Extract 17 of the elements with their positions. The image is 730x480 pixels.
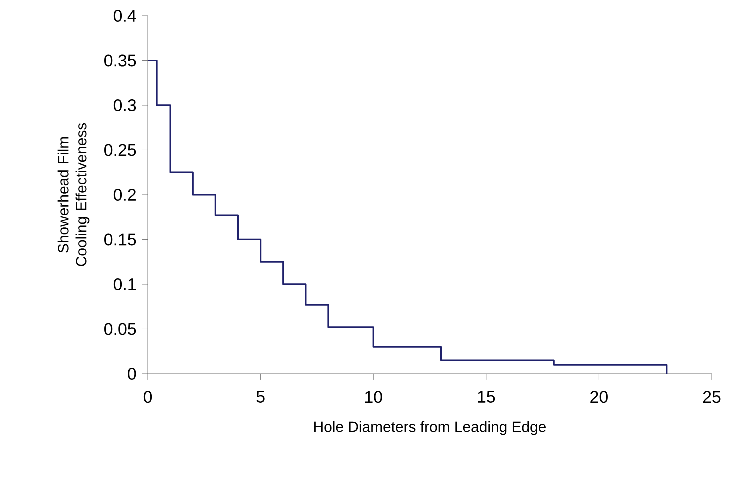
x-tick-label: 5 — [256, 391, 265, 403]
x-tick-label: 10 — [365, 391, 382, 404]
x-tick-label: 25 — [703, 391, 721, 404]
y-tick-label: 0.2 — [114, 188, 136, 201]
y-tick-label: 0.4 — [114, 10, 136, 22]
y-tick-label: 0.1 — [114, 278, 136, 290]
x-axis-title: Hole Diameters from Leading Edge — [314, 421, 546, 436]
y-tick-label: 0.25 — [104, 144, 136, 156]
y-tick-label: 0.3 — [114, 99, 136, 112]
y-tick-label: 0.35 — [104, 54, 136, 67]
y-tick-label: 0.15 — [104, 234, 136, 246]
y-tick-label: 0 — [128, 368, 136, 380]
x-tick-label: 0 — [144, 391, 152, 404]
x-tick-label: 20 — [590, 391, 608, 404]
y-axis-title: Showerhead Film Cooling Effectiveness — [58, 123, 90, 266]
y-tick-label: 0.05 — [104, 323, 136, 336]
x-tick-label: 15 — [478, 391, 496, 403]
